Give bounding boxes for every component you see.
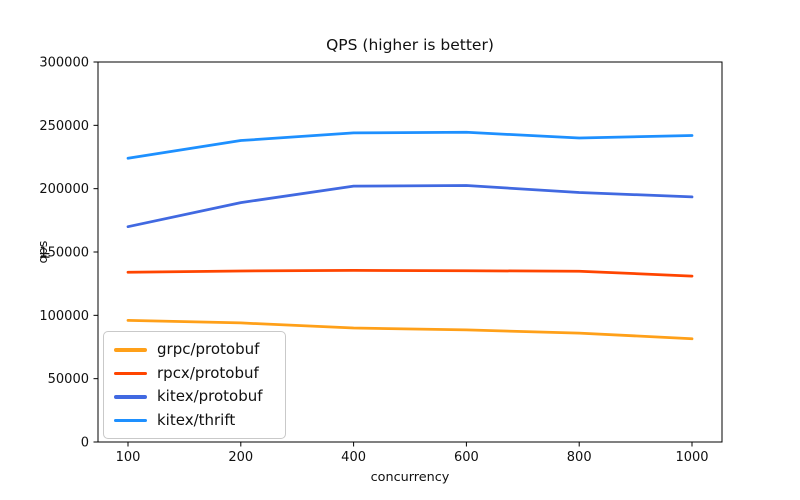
x-tick-label: 800 — [567, 450, 592, 465]
legend-label: rpcx/protobuf — [157, 363, 259, 382]
x-tick-label: 600 — [454, 450, 479, 465]
series-line-kitex-thrift — [126, 130, 694, 160]
legend-line-sample — [114, 348, 147, 352]
x-tick-label: 100 — [116, 450, 141, 465]
y-tick-label: 300000 — [39, 56, 89, 71]
legend-line-sample — [114, 371, 147, 375]
x-axis-label: concurrency — [370, 470, 450, 485]
y-tick-label: 150000 — [39, 246, 89, 261]
series-line-kitex-protobuf — [126, 184, 694, 229]
legend-label: grpc/protobuf — [157, 340, 260, 359]
legend-entry: grpc/protobuf — [114, 342, 275, 357]
x-tick-label: 400 — [341, 450, 366, 465]
legend-line-sample — [114, 418, 147, 422]
legend-label: kitex/thrift — [157, 410, 236, 429]
legend: grpc/protobuf rpcx/protobuf kitex/protobuf… — [103, 331, 286, 439]
y-tick-label: 250000 — [39, 119, 89, 134]
x-tick-label: 200 — [228, 450, 253, 465]
chart-title: QPS (higher is better) — [326, 36, 494, 54]
legend-entry: kitex/protobuf — [114, 389, 275, 404]
x-tick-label: 1000 — [675, 450, 708, 465]
legend-line-sample — [114, 395, 147, 399]
legend-entry: kitex/thrift — [114, 410, 275, 429]
y-tick-label: 200000 — [39, 182, 89, 197]
y-tick-label: 100000 — [39, 309, 89, 324]
legend-label: kitex/protobuf — [157, 387, 263, 406]
series-line-rpcx-protobuf — [126, 268, 694, 278]
y-tick-label: 0 — [81, 436, 89, 451]
y-tick-label: 50000 — [48, 372, 89, 387]
series-line-grpc-protobuf — [126, 319, 694, 341]
legend-entry: rpcx/protobuf — [114, 363, 275, 382]
